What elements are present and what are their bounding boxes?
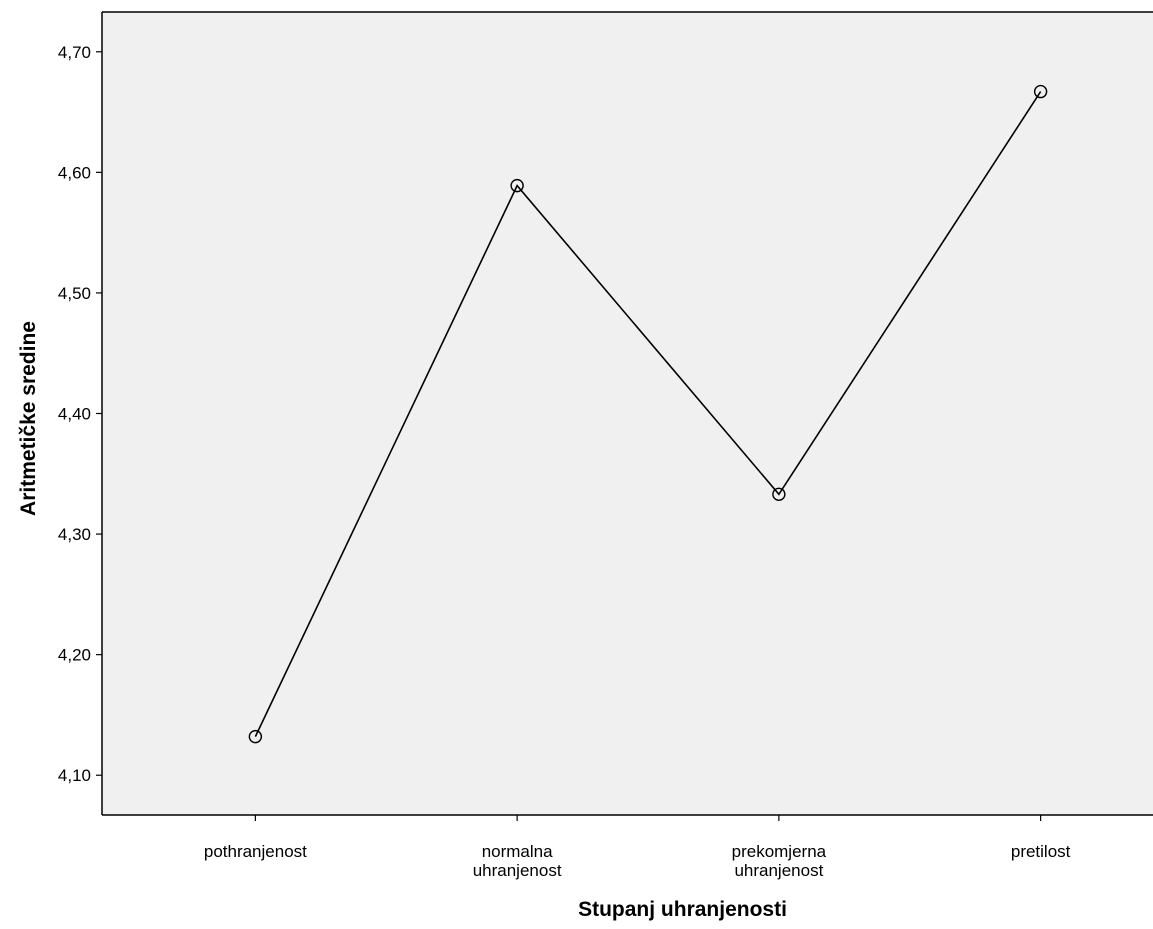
data-point bbox=[1033, 84, 1048, 99]
plot-area bbox=[102, 12, 1153, 815]
y-tick-label: 4,20 bbox=[58, 646, 91, 665]
x-axis: pothranjenost normalna uhranjenost prekomje… bbox=[102, 814, 1153, 880]
y-tick-label: 4,30 bbox=[58, 525, 91, 544]
y-axis: 4,10 4,20 4,30 4,40 4,50 4,60 4,70 bbox=[58, 11, 1153, 815]
x-tick-label: prekomjerna uhranjenost bbox=[732, 842, 827, 880]
x-tick-label: pothranjenost bbox=[204, 842, 307, 861]
y-tick-label: 4,10 bbox=[58, 766, 91, 785]
y-tick-label: 4,50 bbox=[58, 284, 91, 303]
data-point bbox=[510, 178, 524, 193]
series-line bbox=[254, 91, 1042, 737]
data-point bbox=[772, 487, 786, 501]
x-axis-title: Stupanj uhranjenosti bbox=[578, 898, 787, 921]
y-tick-label: 4,70 bbox=[58, 43, 91, 62]
y-axis-title: Aritmetičke sredine bbox=[17, 321, 40, 516]
x-tick-label: pretilost bbox=[1011, 842, 1071, 861]
x-tick-label: normalna uhranjenost bbox=[473, 842, 562, 880]
data-series bbox=[248, 84, 1048, 744]
y-tick-label: 4,60 bbox=[58, 163, 91, 182]
data-point bbox=[248, 729, 263, 744]
y-tick-label: 4,40 bbox=[58, 405, 91, 424]
